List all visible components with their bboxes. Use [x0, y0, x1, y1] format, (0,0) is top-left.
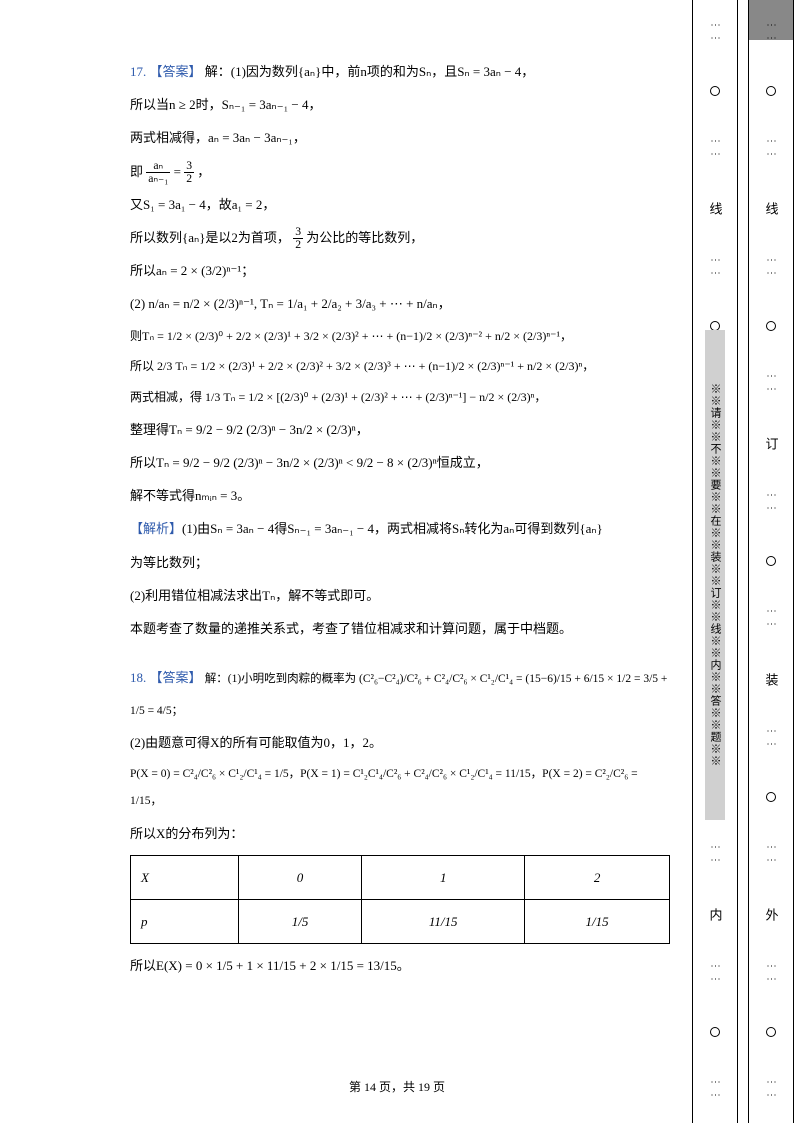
hole-icon	[766, 792, 776, 802]
q17-gb-post: 为公比的等比数列，	[306, 230, 423, 245]
q17-frac1-eq: =	[174, 164, 185, 179]
main-content: 17. 【答案】 解：(1)因为数列{aₙ}中，前n项的和为Sₙ，且Sₙ = 3…	[130, 56, 670, 984]
hole-icon	[710, 1027, 720, 1037]
q18-ex: 所以E(X) = 0 × 1/5 + 1 × 11/15 + 2 × 1/15 …	[130, 950, 670, 981]
dots-icon: ⋮⋮	[710, 961, 721, 987]
distribution-table: X 0 1 2 p 1/5 11/15 1/15	[130, 855, 670, 944]
hole-icon	[710, 86, 720, 96]
dots-icon: ⋮⋮	[766, 726, 777, 752]
dots-icon: ⋮⋮	[710, 842, 721, 868]
td-0: 0	[238, 855, 361, 899]
q17-jx3: 本题考查了数量的递推关系式，考查了错位相减求和计算问题，属于中档题。	[130, 613, 670, 644]
q17-tn4: 整理得Tₙ = 9/2 − 9/2 (2/3)ⁿ − 3n/2 × (2/3)ⁿ…	[130, 414, 670, 445]
q17-jx1b: 为等比数列；	[130, 547, 670, 578]
q17-frac1-pre: 即	[130, 164, 143, 179]
q17-l0: 解：(1)因为数列{aₙ}中，前n项的和为Sₙ，且Sₙ = 3aₙ − 4，	[205, 64, 535, 79]
q17-p2a: (2) n/aₙ = n/2 × (2/3)ⁿ⁻¹, Tₙ = 1/a₁ + 2…	[130, 288, 670, 319]
q17-tn1: 则Tₙ = 1/2 × (2/3)⁰ + 2/2 × (2/3)¹ + 3/2 …	[130, 322, 670, 351]
dots-icon: ⋮⋮	[710, 136, 721, 162]
char-ding: 订	[762, 437, 781, 450]
dots-icon: ⋮⋮	[710, 20, 721, 46]
q17-tn5: 所以Tₙ = 9/2 − 9/2 (2/3)ⁿ − 3n/2 × (2/3)ⁿ …	[130, 447, 670, 478]
dots-icon: ⋮⋮	[766, 371, 777, 397]
q18-dist: 所以X的分布列为：	[130, 818, 670, 849]
dots-icon: ⋮⋮	[766, 1077, 777, 1103]
binding-strip-outer: ⋮⋮ ⋮⋮ 线 ⋮⋮ ⋮⋮ 订 ⋮⋮ ⋮⋮ 装 ⋮⋮ ⋮⋮ 外 ⋮⋮ ⋮⋮	[748, 0, 794, 1123]
frac-an: aₙaₙ₋₁	[146, 160, 170, 186]
q17-an: 所以aₙ = 2 × (3/2)ⁿ⁻¹；	[130, 255, 670, 286]
q18-l2: (2)由题意可得X的所有可能取值为0，1，2。	[130, 727, 670, 758]
hole-icon	[766, 86, 776, 96]
th-p: p	[131, 900, 239, 944]
dots-icon: ⋮⋮	[766, 961, 777, 987]
q18-num: 18.	[130, 670, 146, 685]
td-p0: 1/5	[238, 900, 361, 944]
q17-header: 17. 【答案】 解：(1)因为数列{aₙ}中，前n项的和为Sₙ，且Sₙ = 3…	[130, 56, 670, 87]
q17-nmin: 解不等式得nₘᵢₙ = 3。	[130, 480, 670, 511]
q17-l2: 两式相减得，aₙ = 3aₙ − 3aₙ₋₁，	[130, 122, 670, 153]
th-x: X	[131, 855, 239, 899]
char-wai: 外	[762, 908, 781, 921]
dots-icon: ⋮⋮	[766, 490, 777, 516]
hole-icon	[766, 556, 776, 566]
q17-frac1-post: ，	[197, 164, 210, 179]
hole-icon	[766, 321, 776, 331]
q17-frac1: 即 aₙaₙ₋₁ = 32 ，	[130, 156, 670, 187]
q18-header: 18. 【答案】 解：(1)小明吃到肉粽的概率为 (C²₆−C²₄)/C²₆ +…	[130, 662, 670, 725]
q17-jx-label: 【解析】	[130, 521, 182, 536]
dots-icon: ⋮⋮	[766, 255, 777, 281]
q17-l1: 所以当n ≥ 2时，Sₙ₋₁ = 3aₙ₋₁ − 4，	[130, 89, 670, 120]
q17-gb-pre: 所以数列{aₙ}是以2为首项，	[130, 230, 290, 245]
page-footer: 第 14 页，共 19 页	[0, 1078, 794, 1095]
q18-l1: 解：(1)小明吃到肉粽的概率为 (C²₆−C²₄)/C²₆ + C²₄/C²₆ …	[130, 673, 667, 717]
q17-tn2: 所以 2/3 Tₙ = 1/2 × (2/3)¹ + 2/2 × (2/3)² …	[130, 352, 670, 381]
q17-jx2: (2)利用错位相减法求出Tₙ，解不等式即可。	[130, 580, 670, 611]
q17-gb: 所以数列{aₙ}是以2为首项， 32 为公比的等比数列，	[130, 222, 670, 253]
table-row: p 1/5 11/15 1/15	[131, 900, 670, 944]
dots-icon: ⋮⋮	[766, 842, 777, 868]
dots-icon: ⋮⋮	[710, 255, 721, 281]
binding-strip-inner: ⋮⋮ ⋮⋮ 线 ⋮⋮ ⋮⋮ 订 ⋮⋮ ⋮⋮ 装 ⋮⋮ ⋮⋮ 内 ⋮⋮ ⋮⋮ ※※…	[692, 0, 738, 1123]
td-1: 1	[362, 855, 525, 899]
dots-icon: ⋮⋮	[710, 1077, 721, 1103]
char-xian: 线	[762, 202, 781, 215]
q17-num: 17.	[130, 64, 146, 79]
q18-px: P(X = 0) = C²₄/C²₆ × C¹₂/C¹₄ = 1/5，P(X =…	[130, 761, 670, 816]
q17-s1: 又S₁ = 3a₁ − 4，故a₁ = 2，	[130, 189, 670, 220]
dots-icon: ⋮⋮	[766, 606, 777, 632]
char-xian: 线	[706, 202, 725, 215]
q17-jx1: (1)由Sₙ = 3aₙ − 4得Sₙ₋₁ = 3aₙ₋₁ − 4，两式相减将S…	[182, 521, 603, 536]
table-row: X 0 1 2	[131, 855, 670, 899]
dots-icon: ⋮⋮	[766, 136, 777, 162]
hole-icon	[766, 1027, 776, 1037]
q18-ans-label: 【答案】	[150, 670, 202, 685]
td-p1: 11/15	[362, 900, 525, 944]
frac-gb: 32	[293, 226, 303, 252]
q17-jx: 【解析】(1)由Sₙ = 3aₙ − 4得Sₙ₋₁ = 3aₙ₋₁ − 4，两式…	[130, 513, 670, 544]
char-zhuang: 装	[762, 673, 781, 686]
char-nei: 内	[706, 908, 725, 921]
warning-text: ※※请※※不※※要※※在※※装※※订※※线※※内※※答※※题※※	[705, 330, 725, 820]
q17-tn3: 两式相减，得 1/3 Tₙ = 1/2 × [(2/3)⁰ + (2/3)¹ +…	[130, 383, 670, 412]
q17-ans-label: 【答案】	[150, 64, 202, 79]
td-2: 2	[525, 855, 670, 899]
td-p2: 1/15	[525, 900, 670, 944]
dots-icon: ⋮⋮	[766, 20, 777, 46]
frac-32: 32	[184, 160, 194, 186]
strip2-col: ⋮⋮ ⋮⋮ 线 ⋮⋮ ⋮⋮ 订 ⋮⋮ ⋮⋮ 装 ⋮⋮ ⋮⋮ 外 ⋮⋮ ⋮⋮	[749, 0, 793, 1123]
